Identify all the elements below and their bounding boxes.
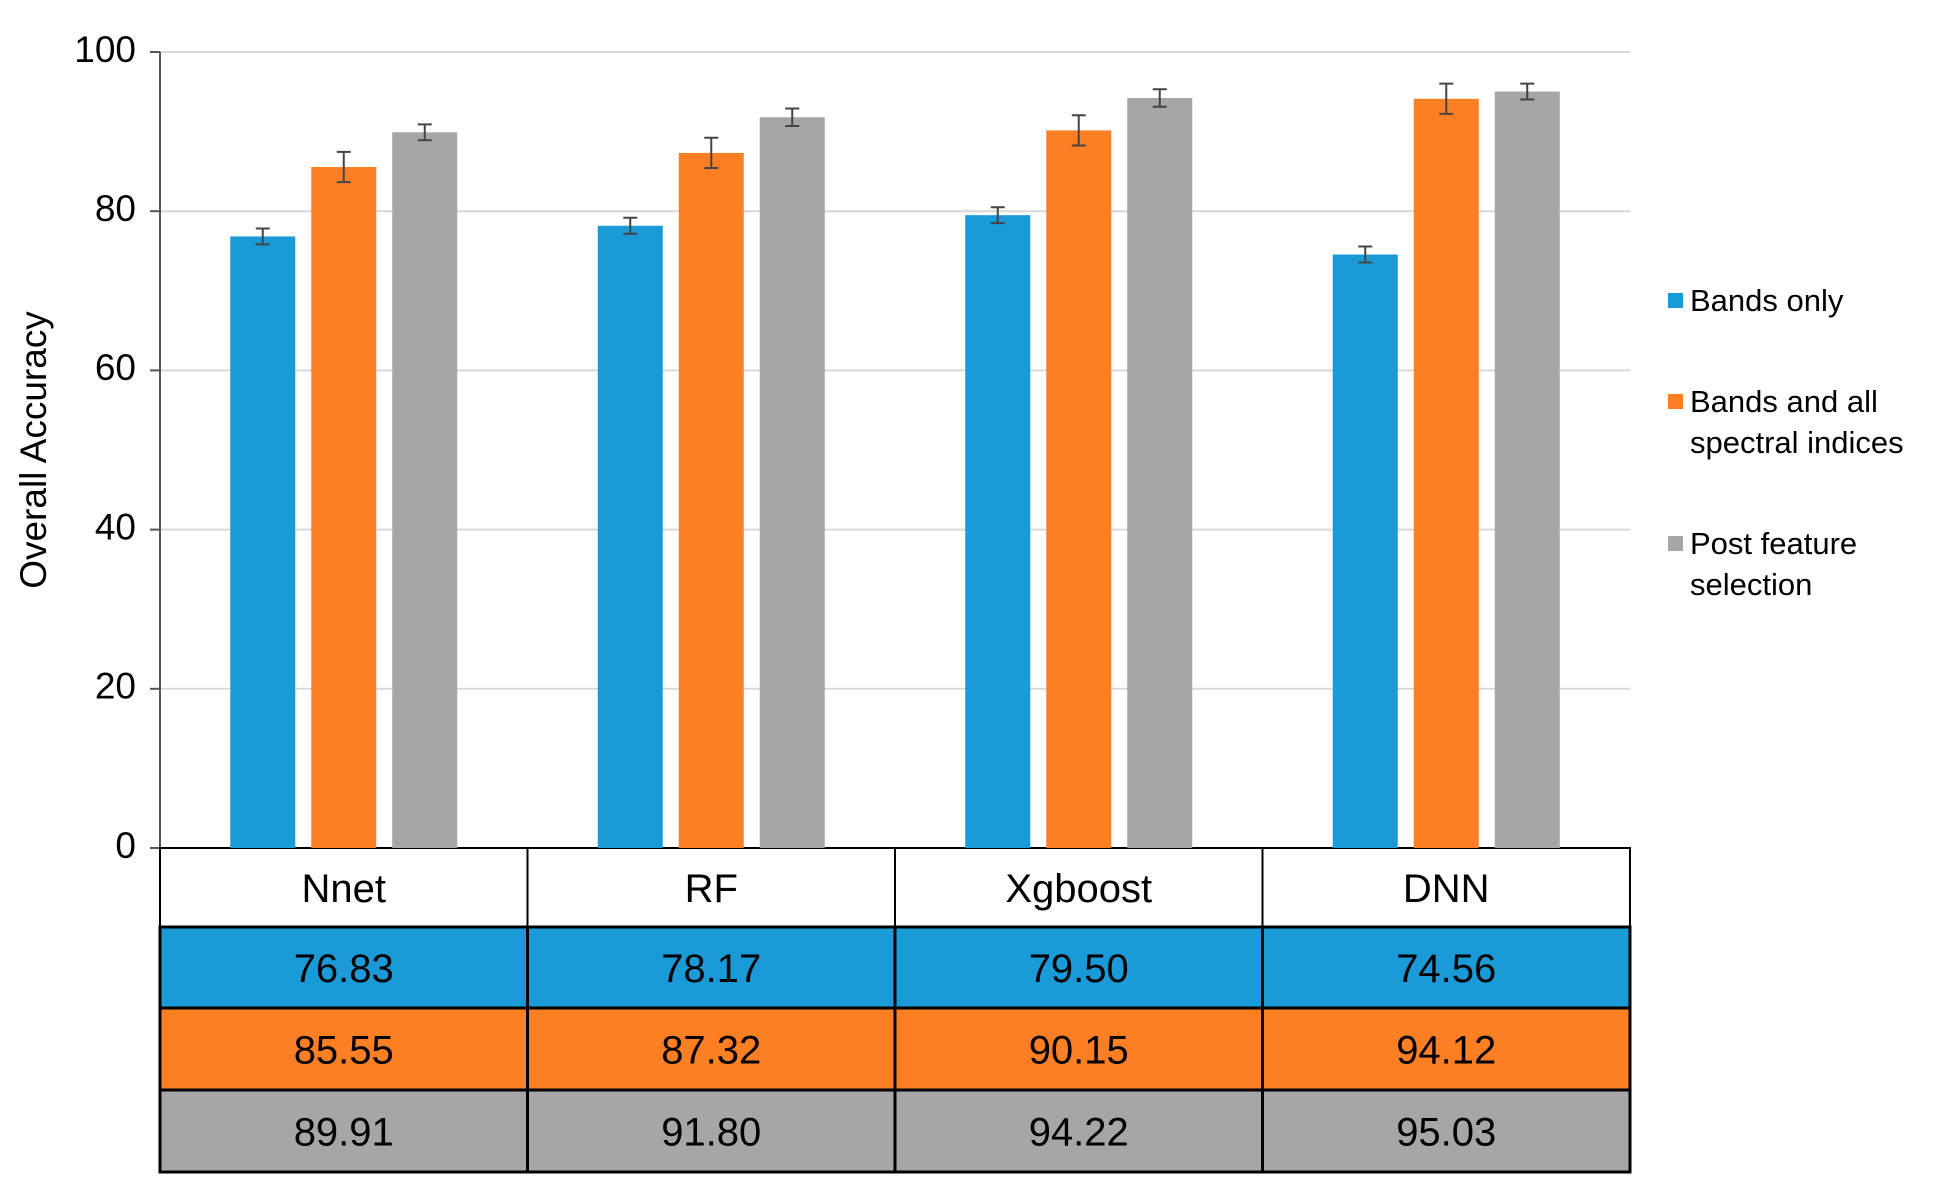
y-tick-label: 100 xyxy=(74,29,136,70)
table-cell xyxy=(158,1088,529,1174)
error-bar xyxy=(1439,82,1454,115)
bar xyxy=(392,132,458,848)
y-tick-label: 40 xyxy=(95,506,136,547)
bar xyxy=(759,117,825,849)
data-label: 85.55 xyxy=(294,1029,394,1073)
legend-item: Bands only xyxy=(1668,280,1946,321)
bar xyxy=(1332,254,1398,849)
table-header-cell xyxy=(159,847,529,928)
data-label: 78.17 xyxy=(661,947,761,991)
bar xyxy=(1413,98,1479,848)
table-cell xyxy=(158,1006,529,1092)
table-cell xyxy=(526,1088,897,1174)
table-cell xyxy=(158,925,529,1010)
bar xyxy=(597,225,663,849)
table-cell xyxy=(1261,1088,1632,1174)
legend-label: Post feature selection xyxy=(1690,526,1858,602)
y-tick-label: 0 xyxy=(115,825,136,866)
bar xyxy=(311,167,377,849)
bar xyxy=(1046,130,1112,848)
data-label: 94.12 xyxy=(1396,1029,1496,1073)
bar xyxy=(965,215,1031,848)
table-cell xyxy=(893,1088,1264,1174)
data-label: 94.22 xyxy=(1029,1111,1129,1155)
legend-swatch xyxy=(1668,536,1683,551)
error-bar xyxy=(336,150,351,184)
bar xyxy=(678,152,744,848)
data-label: 76.83 xyxy=(294,947,394,991)
error-bar xyxy=(704,136,719,170)
x-tick-label: DNN xyxy=(1403,867,1490,911)
legend-item: Post feature selection xyxy=(1668,523,1946,605)
error-bar xyxy=(1358,245,1373,264)
data-label: 87.32 xyxy=(661,1029,761,1073)
error-bar xyxy=(785,107,800,128)
data-label: 79.50 xyxy=(1029,947,1129,991)
y-tick-label: 60 xyxy=(95,347,136,388)
error-bar xyxy=(1071,114,1086,147)
data-label: 91.80 xyxy=(661,1111,761,1155)
error-bar xyxy=(1152,88,1167,108)
data-label: 89.91 xyxy=(294,1111,394,1155)
table-cell xyxy=(893,1006,1264,1092)
legend-swatch xyxy=(1668,394,1683,409)
error-bar xyxy=(990,206,1005,225)
bar xyxy=(230,236,296,848)
bar xyxy=(1494,91,1560,848)
legend-item: Bands and all spectral indices xyxy=(1668,381,1946,463)
table-cell xyxy=(1261,925,1632,1010)
error-bar xyxy=(255,227,270,246)
bar xyxy=(1127,98,1193,849)
legend-swatch xyxy=(1668,293,1683,308)
data-label: 95.03 xyxy=(1396,1111,1496,1155)
y-tick-label: 80 xyxy=(95,188,136,229)
x-tick-label: RF xyxy=(685,867,738,911)
table-cell xyxy=(893,925,1264,1010)
legend-label: Bands and all spectral indices xyxy=(1690,384,1904,460)
y-axis-label: Overall Accuracy xyxy=(13,311,54,589)
data-label: 74.56 xyxy=(1396,947,1496,991)
error-bar xyxy=(417,123,432,142)
x-tick-label: Xgboost xyxy=(1005,867,1152,911)
y-tick-label: 20 xyxy=(95,666,136,707)
data-label: 90.15 xyxy=(1029,1029,1129,1073)
legend: Bands only Bands and all spectral indices… xyxy=(1668,280,1946,665)
x-tick-label: Nnet xyxy=(302,867,387,911)
error-bar xyxy=(623,216,638,235)
legend-label: Bands only xyxy=(1690,283,1844,318)
error-bar xyxy=(1520,82,1535,101)
table-header-cell xyxy=(894,847,1264,928)
